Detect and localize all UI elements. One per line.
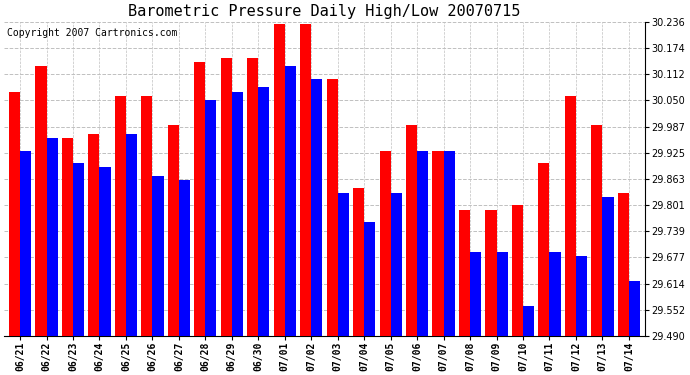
Bar — [353, 189, 364, 336]
Text: Copyright 2007 Cartronics.com: Copyright 2007 Cartronics.com — [8, 28, 178, 38]
Bar — [380, 151, 391, 336]
Bar — [602, 197, 613, 336]
Bar — [311, 79, 322, 336]
Bar — [88, 134, 99, 336]
Bar — [364, 222, 375, 336]
Bar — [497, 252, 508, 336]
Bar — [470, 252, 481, 336]
Bar — [35, 66, 46, 336]
Bar — [20, 151, 31, 336]
Bar — [258, 87, 269, 336]
Bar — [300, 24, 311, 336]
Bar — [326, 79, 337, 336]
Bar — [433, 151, 444, 336]
Bar — [126, 134, 137, 336]
Bar — [232, 92, 243, 336]
Bar — [337, 193, 349, 336]
Bar — [549, 252, 560, 336]
Bar — [391, 193, 402, 336]
Bar — [591, 125, 602, 336]
Bar — [115, 96, 126, 336]
Bar — [459, 210, 470, 336]
Bar — [73, 163, 84, 336]
Bar — [512, 206, 523, 336]
Bar — [141, 96, 152, 336]
Bar — [538, 163, 549, 336]
Bar — [9, 92, 20, 336]
Bar — [565, 96, 576, 336]
Bar — [274, 24, 285, 336]
Bar — [285, 66, 296, 336]
Bar — [576, 256, 587, 336]
Bar — [523, 306, 534, 336]
Bar — [406, 125, 417, 336]
Bar — [194, 62, 206, 336]
Bar — [179, 180, 190, 336]
Bar — [152, 176, 164, 336]
Bar — [221, 58, 232, 336]
Bar — [247, 58, 258, 336]
Bar — [485, 210, 497, 336]
Bar — [46, 138, 58, 336]
Bar — [62, 138, 73, 336]
Bar — [206, 100, 217, 336]
Bar — [168, 125, 179, 336]
Bar — [629, 281, 640, 336]
Bar — [444, 151, 455, 336]
Bar — [618, 193, 629, 336]
Bar — [417, 151, 428, 336]
Bar — [99, 168, 110, 336]
Title: Barometric Pressure Daily High/Low 20070715: Barometric Pressure Daily High/Low 20070… — [128, 4, 521, 19]
